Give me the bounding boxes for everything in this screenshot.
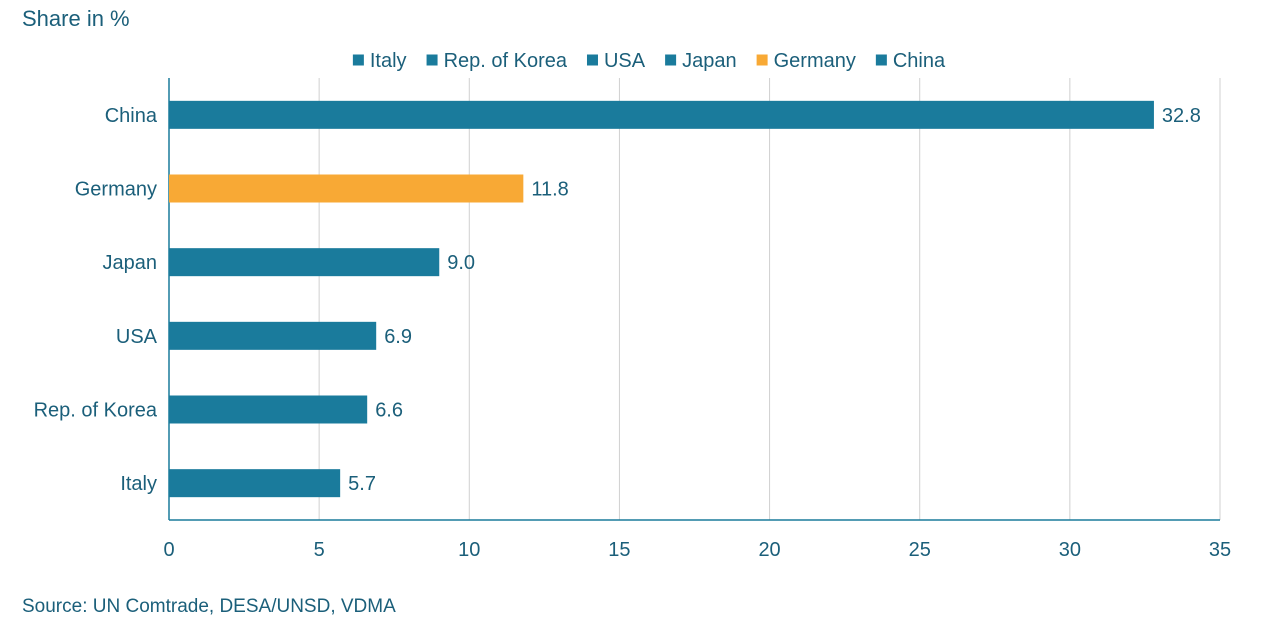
category-label: Rep. of Korea [34,400,158,422]
x-tick-label: 35 [1209,539,1231,561]
legend-swatch [756,54,768,66]
legend-label: Japan [682,50,737,72]
x-tick-label: 20 [758,539,780,561]
value-label: 32.8 [1162,105,1201,127]
legend-label: Rep. of Korea [444,50,568,72]
value-label: 5.7 [348,473,376,495]
value-label: 6.6 [375,400,403,422]
bar [169,321,377,350]
category-label: Japan [103,252,158,274]
value-label: 6.9 [384,326,412,348]
x-tick-label: 0 [163,539,174,561]
x-tick-label: 10 [458,539,480,561]
legend-label: China [893,50,946,72]
x-tick-label: 30 [1059,539,1081,561]
value-labels: 32.8 11.8 9.0 6.9 6.6 5.7 [348,105,1201,495]
bar [169,174,524,203]
source-note: Source: UN Comtrade, DESA/UNSD, VDMA [22,596,396,617]
legend-label: Germany [774,50,856,72]
x-tick-labels: 0 5 10 15 20 25 30 35 [163,539,1231,561]
legend-swatch [875,54,887,66]
bars [169,100,1154,498]
category-labels: China Germany Japan USA Rep. of Korea Italy [34,105,158,495]
legend: Italy Rep. of Korea USA Japan Germany China [352,50,946,72]
category-label: Germany [75,179,157,201]
bar [169,469,341,498]
legend-swatch [586,54,598,66]
category-label: USA [116,326,158,348]
value-label: 9.0 [447,252,475,274]
x-tick-label: 25 [909,539,931,561]
gridlines [168,78,1221,521]
legend-swatch [352,54,364,66]
legend-swatch [426,54,438,66]
bar [169,248,440,277]
category-label: Italy [120,473,157,495]
bar [169,395,368,424]
category-label: China [105,105,158,127]
x-tick-label: 5 [314,539,325,561]
x-tick-label: 15 [608,539,630,561]
bar [169,100,1154,129]
y-axis-title: Share in % [22,6,130,31]
legend-label: USA [604,50,646,72]
legend-label: Italy [370,50,407,72]
legend-swatch [665,54,677,66]
value-label: 11.8 [531,179,568,201]
